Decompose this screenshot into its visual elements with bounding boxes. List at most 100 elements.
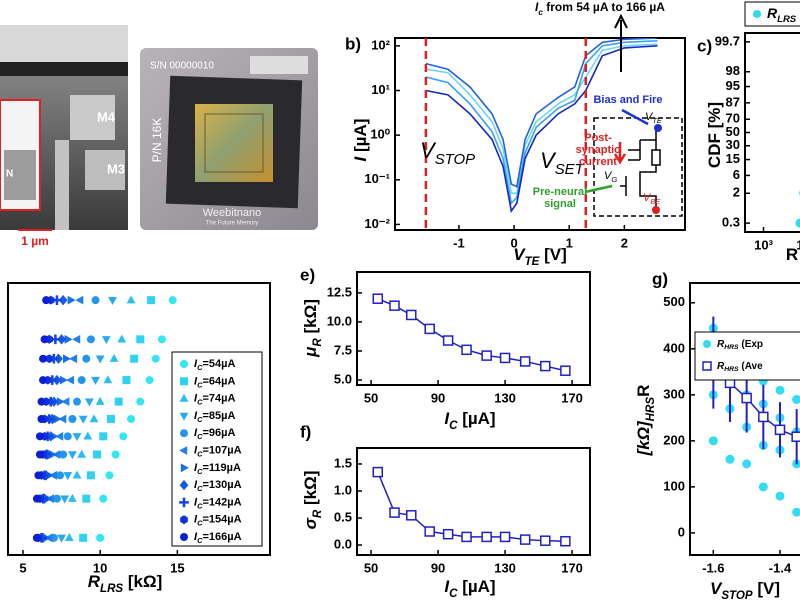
plot-area [795,190,800,228]
marker [114,397,123,406]
legend-marker [180,463,189,473]
marker [481,531,492,543]
vline-label-part: V [540,148,557,173]
y-axis-label: I [µA] [351,119,370,162]
marker [519,356,531,367]
y-tick-label: 10⁻¹ [364,171,390,186]
plot-area [32,294,177,544]
marker [389,507,400,518]
arrow [614,13,628,72]
marker [66,375,75,385]
y-axis-label-part: R [312,338,324,347]
marker [40,335,49,344]
x-tick-label: 170 [561,560,583,575]
chip-label: P/N 16K [150,118,164,163]
inset-label-part: V [604,170,613,182]
x-axis-label-part: R [786,245,798,264]
marker [63,432,72,441]
y-tick-label: 5.0 [334,371,352,386]
marker [774,424,786,436]
marker [82,354,91,363]
marker [77,376,86,385]
marker [59,375,68,385]
plot-frame [744,32,800,233]
legend-marker [180,533,188,541]
marker [106,415,115,423]
plot-area [372,293,571,376]
inset-label: Pre-neural [533,186,587,198]
y-tick-label: 200 [663,432,685,447]
series-line [425,38,658,188]
marker [63,472,73,481]
marker [32,533,41,542]
marker [79,533,88,542]
legend-label-part: =85µA [202,410,235,422]
marker [67,451,77,460]
legend-label-part: =166µA [202,531,241,543]
legend-label-part: I [194,462,198,474]
x-axis-label-part: [V] [539,245,566,264]
y-tick-label: 10² [371,37,390,52]
marker [39,376,48,385]
y-tick-label: 1.5 [334,455,352,470]
x-tick-label: -1.4 [769,560,792,575]
marker [741,392,752,404]
y-tick-label: 10.0 [327,313,352,328]
legend-label: IC=130µA [194,479,242,494]
marker [39,354,48,363]
legend-label-part: C [197,381,203,390]
legend-label-part: =96µA [202,427,235,439]
y-tick-label: 0 [678,524,685,539]
sem-label: N [6,169,13,180]
marker [69,354,78,364]
marker [99,432,108,441]
chip-label: The Future Memory [206,221,259,227]
legend-label: RLRS [767,5,797,25]
marker [130,354,139,363]
marker [791,431,800,442]
series-line [425,39,658,205]
chip-label: S/N 00000010 [150,61,214,72]
marker [499,531,511,543]
marker [32,494,41,503]
marker [119,432,128,441]
legend-label-part: =74µA [202,393,235,405]
marker [147,296,156,305]
y-tick-label: 12.5 [327,284,352,299]
x-axis-label: IC [µA] [444,577,495,600]
y-axis-label-part: CDF [%] [705,102,724,168]
y-axis-label-part: σ [301,517,320,529]
legend-label-part: C [197,467,203,476]
marker [560,365,571,376]
marker [792,394,800,404]
marker [136,397,145,406]
x-axis-label: VTE [V] [513,245,567,268]
inset-label-part: V [645,111,654,123]
x-tick-label: 1 [566,235,573,250]
inset-label: VG [604,170,617,185]
x-tick-label: 90 [431,560,445,575]
marker [105,471,114,480]
marker [37,415,46,423]
inset-label-part: TE [652,116,663,125]
marker [792,507,800,517]
marker [56,471,65,480]
legend-label: IC=107µA [194,444,242,459]
x-axis-label-part: C [449,420,458,432]
legend-label-part: C [197,433,203,442]
y-axis-label-part: μ [301,346,320,358]
marker [83,431,93,440]
legend-label-part: C [197,502,203,511]
marker [91,376,100,385]
y-tick-label: 400 [663,340,685,355]
legend-label: IC=54µA [194,358,235,373]
y-tick-label: 10¹ [371,82,390,97]
x-axis-label-part: STOP [721,590,753,600]
y-tick-label: 0.0 [334,536,352,551]
x-axis-label: R [786,245,798,264]
x-tick-label: 15 [170,560,184,575]
marker [84,398,94,407]
plot-frame [689,282,800,556]
